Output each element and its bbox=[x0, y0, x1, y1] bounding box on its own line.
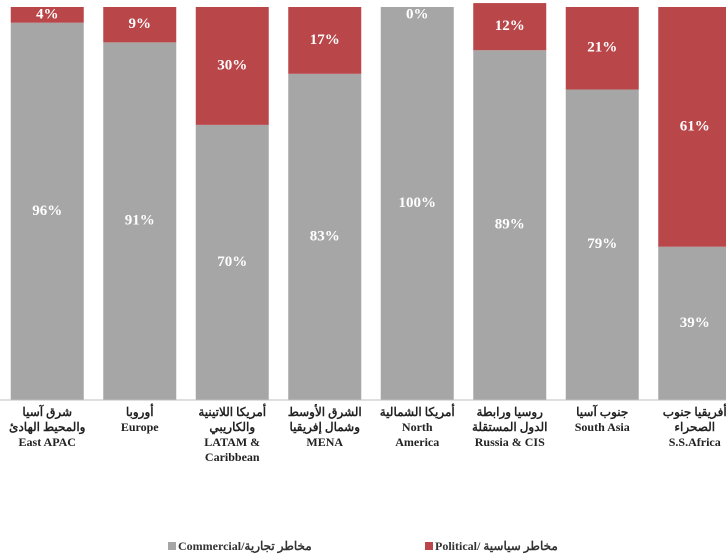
bar-segment bbox=[288, 73, 362, 400]
x-tick-label: أفريقيا جنوب bbox=[663, 404, 726, 420]
data-label: 39% bbox=[680, 315, 710, 331]
bar-segment bbox=[565, 7, 639, 90]
x-tick-label: S.S.Africa bbox=[669, 435, 721, 449]
x-tick-label: America bbox=[395, 435, 439, 449]
data-label: 12% bbox=[495, 18, 525, 34]
data-label: 61% bbox=[680, 118, 710, 134]
x-tick-label: الشرق الأوسط bbox=[288, 404, 362, 420]
bar-segment bbox=[103, 42, 177, 401]
x-tick-label: روسيا ورابطة bbox=[477, 405, 544, 420]
data-label: 79% bbox=[587, 236, 617, 252]
bar-segment bbox=[473, 3, 547, 51]
bar-segment bbox=[288, 7, 362, 74]
x-tick-label: LATAM & bbox=[204, 435, 260, 449]
data-label: 100% bbox=[399, 195, 437, 211]
x-tick-label: East APAC bbox=[19, 435, 76, 449]
x-tick-label: MENA bbox=[306, 435, 343, 449]
data-label: 96% bbox=[32, 203, 62, 219]
x-tick-label: South Asia bbox=[575, 420, 630, 434]
data-label: 4% bbox=[36, 6, 59, 22]
x-tick-label: Russia & CIS bbox=[475, 435, 545, 449]
legend-label: Commercial/مخاطر تجارية bbox=[178, 539, 312, 554]
data-label: 70% bbox=[217, 254, 247, 270]
legend-swatch bbox=[168, 542, 176, 550]
bar-segment bbox=[10, 22, 84, 400]
x-tick-label: Europe bbox=[121, 420, 159, 434]
bar-segment bbox=[195, 7, 269, 125]
bar-segment bbox=[380, 7, 454, 400]
x-tick-label: شرق آسيا bbox=[22, 403, 72, 420]
bar-segment bbox=[473, 50, 547, 400]
x-tick-label: الصحراء bbox=[674, 420, 715, 435]
x-tick-label: أمريكا اللاتينية bbox=[198, 404, 266, 420]
legend-swatch bbox=[425, 542, 433, 550]
x-tick-label: والكاريبي bbox=[209, 420, 255, 435]
legend-label: Political/ مخاطر سياسية bbox=[435, 539, 558, 554]
x-tick-label: Caribbean bbox=[205, 450, 260, 464]
x-tick-label: والمحيط الهادئ bbox=[9, 420, 86, 435]
x-tick-label: North bbox=[402, 420, 433, 434]
x-tick-label: الدول المستقلة bbox=[472, 420, 548, 435]
data-label: 30% bbox=[217, 57, 247, 73]
x-tick-label: جنوب آسيا bbox=[576, 403, 628, 420]
bar-segment bbox=[565, 89, 639, 400]
data-label: 0% bbox=[406, 6, 429, 22]
bar-segment bbox=[658, 7, 726, 247]
x-tick-label: وشمال إفريقيا bbox=[289, 420, 360, 435]
bar-segment bbox=[103, 7, 177, 43]
bar-segment bbox=[195, 124, 269, 401]
bar-segment bbox=[658, 246, 726, 400]
x-tick-label: أمريكا الشمالية bbox=[380, 404, 455, 420]
data-label: 91% bbox=[125, 213, 155, 229]
data-label: 9% bbox=[129, 16, 152, 32]
data-label: 21% bbox=[587, 40, 617, 56]
data-label: 89% bbox=[495, 217, 525, 233]
data-label: 83% bbox=[310, 228, 340, 244]
bar-segment bbox=[10, 7, 84, 23]
x-tick-label: أوروبا bbox=[126, 404, 154, 420]
data-label: 17% bbox=[310, 32, 340, 48]
